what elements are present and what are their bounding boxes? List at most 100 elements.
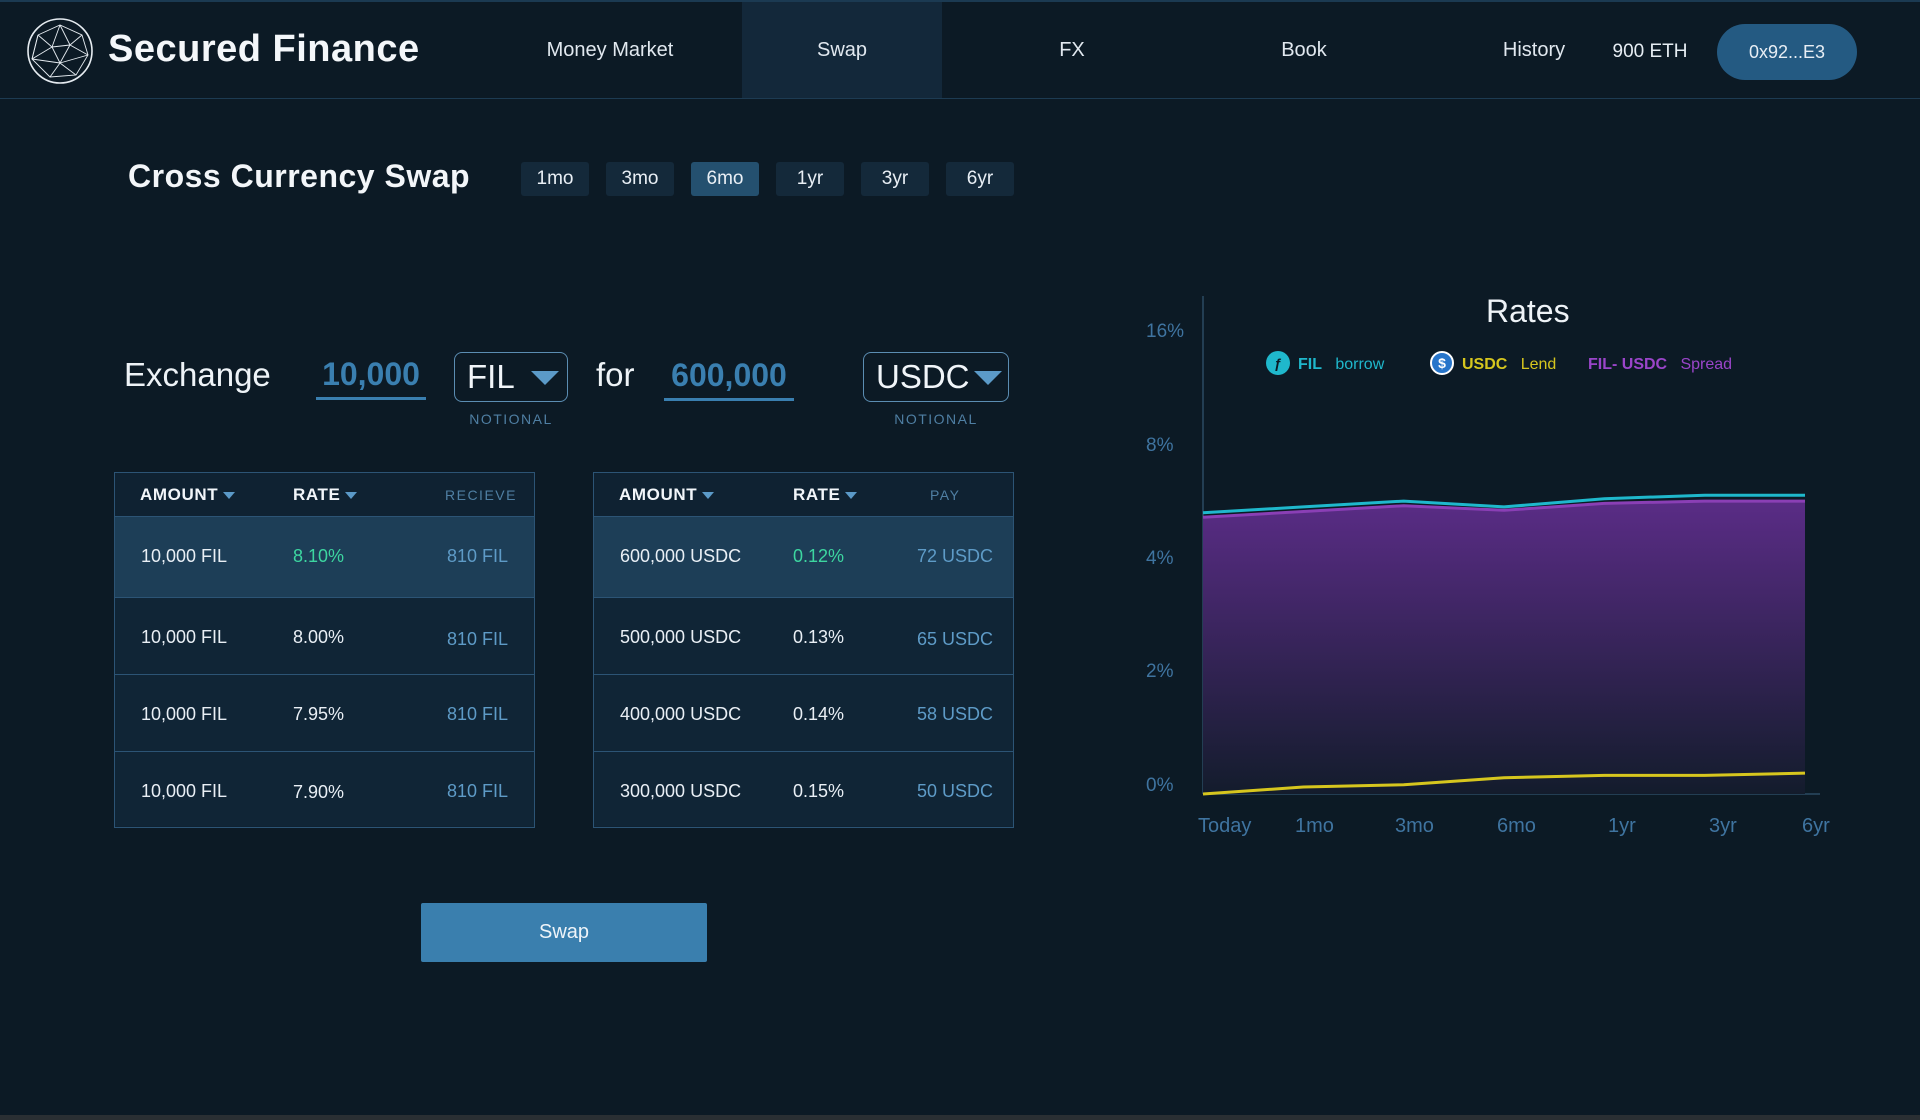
nav-money-market[interactable]: Money Market [546, 39, 674, 61]
exchange-amount-input[interactable]: 10,000 [316, 352, 426, 400]
top-bar: Secured Finance Money Market Swap FX Boo… [0, 0, 1920, 99]
for-currency-select[interactable]: USDC [863, 352, 1009, 402]
term-6yr-button[interactable]: 6yr [946, 162, 1014, 196]
table-row[interactable]: 10,000 FIL 8.00% 810 FIL [115, 598, 534, 675]
y-tick-label: 4% [1146, 548, 1174, 569]
table-row[interactable]: 10,000 FIL 8.10% 810 FIL [115, 517, 534, 598]
term-3mo-button[interactable]: 3mo [606, 162, 674, 196]
exchange-currency-value: FIL [467, 358, 515, 395]
table-row[interactable]: 400,000 USDC 0.14% 58 USDC [594, 675, 1013, 752]
term-1mo-button[interactable]: 1mo [521, 162, 589, 196]
table-header: AMOUNT RATE RECIEVE [115, 473, 534, 517]
term-1yr-button[interactable]: 1yr [776, 162, 844, 196]
nav-swap[interactable]: Swap [742, 2, 942, 98]
exchange-notional-label: NOTIONAL [469, 411, 553, 427]
rate-sort-header[interactable]: RATE [293, 473, 358, 517]
receive-header: RECIEVE [445, 487, 517, 503]
legend-name: FIL- USDC [1588, 356, 1668, 373]
sort-caret-icon [345, 492, 358, 500]
nav-book[interactable]: Book [1281, 39, 1327, 61]
row-amount: 400,000 USDC [620, 704, 742, 724]
row-rate: 8.00% [293, 627, 345, 647]
filecoin-icon: ƒ [1266, 350, 1290, 375]
for-amount-input[interactable]: 600,000 [664, 353, 794, 401]
legend-suffix: Lend [1520, 356, 1557, 373]
for-notional-label: NOTIONAL [894, 411, 978, 427]
table-header: AMOUNT RATE PAY [594, 473, 1013, 517]
y-tick-label: 2% [1146, 661, 1174, 682]
table-row[interactable]: 600,000 USDC 0.12% 72 USDC [594, 517, 1013, 598]
nav-fx[interactable]: FX [1059, 39, 1085, 61]
spread-area [1203, 501, 1805, 794]
sort-caret-icon [223, 492, 236, 500]
term-3yr-button[interactable]: 3yr [861, 162, 929, 196]
chevron-down-icon [531, 371, 559, 385]
table-row[interactable]: 10,000 FIL 7.90% 810 FIL [115, 752, 534, 826]
x-tick-label: 3yr [1709, 815, 1737, 837]
table-row[interactable]: 10,000 FIL 7.95% 810 FIL [115, 675, 534, 752]
spread-line [1202, 499, 1805, 519]
legend-suffix: Spread [1680, 356, 1733, 373]
header-label: AMOUNT [140, 485, 219, 504]
row-amount: 10,000 FIL [141, 781, 228, 801]
legend-name: FIL [1298, 356, 1322, 373]
x-tick-label: 1yr [1608, 815, 1636, 837]
sort-caret-icon [702, 492, 715, 500]
legend-suffix: borrow [1335, 356, 1385, 373]
receive-table: AMOUNT RATE RECIEVE 10,000 FIL 8.10% 810… [114, 472, 535, 828]
sort-caret-icon [845, 492, 858, 500]
row-pay: 50 USDC [917, 781, 994, 801]
legend-spread: FIL- USDC Spread [1588, 351, 1732, 379]
x-tick-label: 3mo [1395, 815, 1434, 837]
header-label: RATE [293, 485, 341, 504]
wallet-address-button[interactable]: 0x92...E3 [1717, 24, 1857, 80]
header-label: AMOUNT [619, 485, 698, 504]
eth-balance: 900 ETH [1612, 41, 1688, 62]
row-amount: 10,000 FIL [141, 546, 228, 566]
row-amount: 10,000 FIL [141, 627, 228, 647]
row-amount: 500,000 USDC [620, 627, 742, 647]
amount-sort-header[interactable]: AMOUNT [140, 473, 236, 517]
row-receive: 810 FIL [447, 546, 509, 566]
x-tick-label: Today [1198, 815, 1252, 837]
row-rate: 7.95% [293, 704, 345, 724]
x-tick-label: 1mo [1295, 815, 1334, 837]
pay-table: AMOUNT RATE PAY 600,000 USDC 0.12% 72 US… [593, 472, 1014, 828]
header-label: RATE [793, 485, 841, 504]
row-amount: 10,000 FIL [141, 704, 228, 724]
window-bottom-edge [0, 1115, 1920, 1120]
row-rate: 7.90% [293, 782, 345, 802]
term-6mo-button[interactable]: 6mo [691, 162, 759, 196]
usdc-icon: $ [1430, 350, 1454, 375]
row-rate: 0.13% [793, 627, 845, 647]
legend-fil: ƒ FIL borrow [1266, 350, 1385, 379]
table-row[interactable]: 500,000 USDC 0.13% 65 USDC [594, 598, 1013, 675]
chevron-down-icon [974, 371, 1002, 385]
row-pay: 72 USDC [917, 546, 994, 566]
row-rate: 0.14% [793, 704, 845, 724]
y-tick-label: 0% [1146, 775, 1174, 796]
y-tick-label: 16% [1146, 321, 1185, 342]
row-amount: 300,000 USDC [620, 781, 742, 801]
amount-sort-header[interactable]: AMOUNT [619, 473, 715, 517]
rate-sort-header[interactable]: RATE [793, 473, 858, 517]
for-currency-value: USDC [876, 358, 970, 395]
x-tick-label: 6mo [1497, 815, 1536, 837]
exchange-currency-select[interactable]: FIL [454, 352, 568, 402]
row-rate: 8.10% [293, 546, 345, 566]
exchange-label: Exchange [124, 356, 271, 393]
y-tick-label: 8% [1146, 435, 1174, 456]
usdc-lend-line [1202, 771, 1806, 796]
row-receive: 810 FIL [447, 629, 509, 649]
nav-history[interactable]: History [1502, 39, 1566, 61]
pay-header: PAY [930, 487, 961, 503]
legend-usdc: $ USDC Lend [1430, 350, 1557, 379]
row-rate: 0.15% [793, 781, 845, 801]
row-pay: 58 USDC [917, 704, 994, 724]
swap-button[interactable]: Swap [421, 903, 707, 962]
page-title: Cross Currency Swap [128, 158, 471, 194]
rates-chart [1202, 296, 1820, 796]
brand-name: Secured Finance [108, 28, 420, 70]
fil-borrow-line [1202, 493, 1805, 515]
table-row[interactable]: 300,000 USDC 0.15% 50 USDC [594, 752, 1013, 826]
